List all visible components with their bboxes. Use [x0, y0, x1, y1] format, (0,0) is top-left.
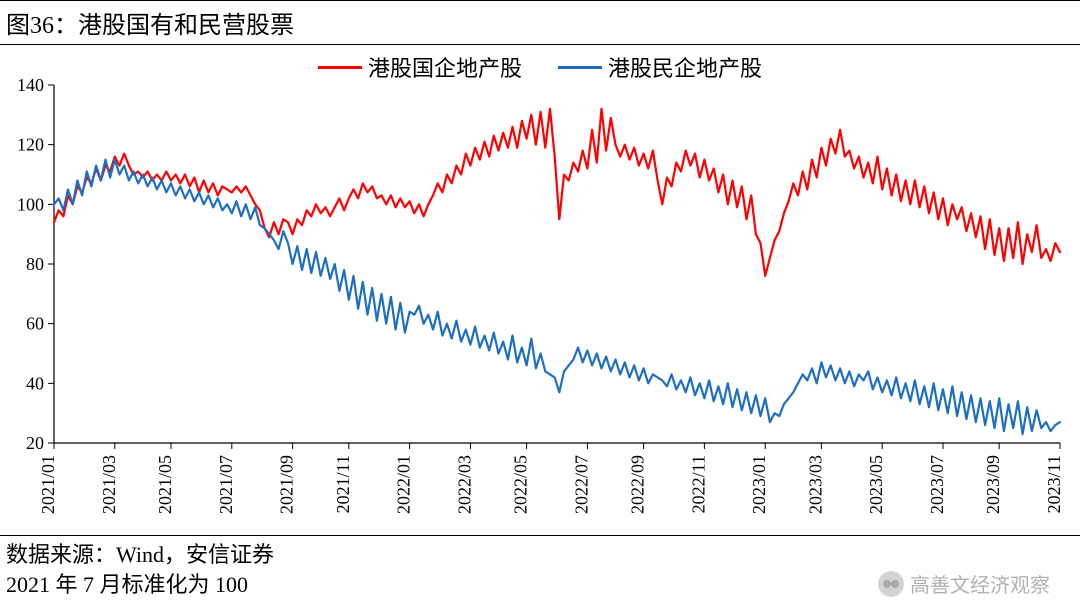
svg-text:2023/07: 2023/07: [927, 455, 947, 514]
svg-text:40: 40: [26, 373, 44, 393]
svg-text:2022/01: 2022/01: [394, 455, 414, 514]
svg-text:80: 80: [26, 254, 44, 274]
svg-text:2023/05: 2023/05: [866, 455, 886, 514]
watermark: 高善文经济观察: [878, 569, 1050, 598]
watermark-text: 高善文经济观察: [910, 569, 1050, 598]
svg-text:2022/03: 2022/03: [454, 455, 474, 514]
svg-text:2022/07: 2022/07: [571, 455, 591, 514]
chart-area: 港股国企地产股 港股民企地产股 204060801001201402021/01…: [0, 45, 1080, 535]
svg-text:2021/05: 2021/05: [155, 455, 175, 514]
svg-text:60: 60: [26, 314, 44, 334]
svg-text:2021/11: 2021/11: [333, 455, 353, 513]
wechat-icon: [878, 571, 904, 597]
svg-text:2023/11: 2023/11: [1044, 455, 1064, 513]
svg-text:2021/07: 2021/07: [216, 455, 236, 514]
svg-text:2023/09: 2023/09: [983, 455, 1003, 514]
svg-text:20: 20: [26, 433, 44, 453]
svg-text:120: 120: [17, 135, 44, 155]
svg-text:2021/03: 2021/03: [99, 455, 119, 514]
svg-text:140: 140: [17, 75, 44, 95]
footer-source: 数据来源：Wind，安信证券: [6, 540, 1074, 570]
line-chart-svg: 20 40 60 80 100 120 140 2021/01 2021/03 2021/05 20…: [0, 45, 1080, 535]
svg-text:100: 100: [17, 194, 44, 214]
chart-title: 图36：港股国有和民营股票: [0, 0, 1080, 45]
svg-text:2021/01: 2021/01: [38, 455, 58, 514]
svg-text:2023/03: 2023/03: [805, 455, 825, 514]
svg-text:2022/11: 2022/11: [688, 455, 708, 513]
svg-text:2022/05: 2022/05: [511, 455, 531, 514]
svg-text:2022/09: 2022/09: [628, 455, 648, 514]
svg-text:2023/01: 2023/01: [749, 455, 769, 514]
svg-text:2021/09: 2021/09: [277, 455, 297, 514]
